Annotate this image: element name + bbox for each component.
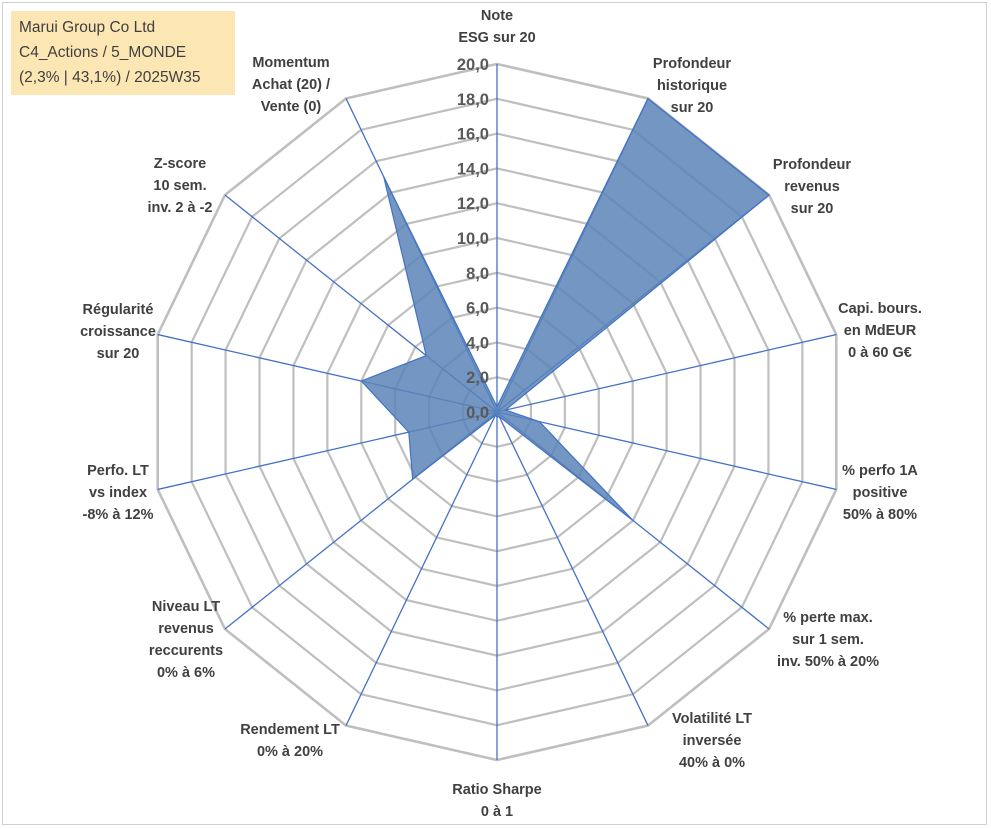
axis-label-line: Niveau LT bbox=[152, 599, 220, 615]
tick-label: 14,0 bbox=[457, 160, 489, 178]
axis-label: Volatilité LT inversée 40% à 0% bbox=[672, 711, 752, 771]
axis-label: Z-score 10 sem. inv. 2 à -2 bbox=[147, 156, 212, 216]
axis-label-line: croissance bbox=[80, 324, 156, 340]
axis-label: Capi. bours. en MdEUR 0 à 60 G€ bbox=[838, 301, 922, 361]
series-area bbox=[360, 97, 770, 522]
axis-label-line: Achat (20) / bbox=[252, 77, 330, 93]
tick-label: 8,0 bbox=[466, 265, 489, 283]
axis-label-line: % perfo 1A bbox=[842, 463, 918, 479]
axis-label: Momentum Achat (20) / Vente (0) bbox=[252, 55, 330, 115]
axis-label-line: 0 à 1 bbox=[481, 804, 513, 820]
axis-label-line: sur 20 bbox=[671, 100, 714, 116]
tick-label: 16,0 bbox=[457, 126, 489, 144]
axis-label-line: 0% à 6% bbox=[157, 665, 215, 681]
axis-label-line: Momentum bbox=[252, 55, 329, 71]
radar-series bbox=[360, 97, 770, 522]
axis-label: Profondeur revenus sur 20 bbox=[773, 157, 851, 217]
tick-label: 12,0 bbox=[457, 195, 489, 213]
axis-label-line: 0% à 20% bbox=[257, 744, 323, 760]
axis-label: Ratio Sharpe 0 à 1 bbox=[452, 782, 541, 820]
axis-label-line: inv. 2 à -2 bbox=[147, 200, 212, 216]
tick-label: 0,0 bbox=[466, 404, 489, 422]
axis-label-line: Rendement LT bbox=[240, 722, 340, 738]
axis-label-line: sur 20 bbox=[791, 201, 834, 217]
info-performance: (2,3% | 43,1%) / 2025W35 bbox=[19, 69, 201, 86]
axis-label: Niveau LT revenus reccurents 0% à 6% bbox=[149, 599, 223, 681]
info-company-name: Marui Group Co Ltd bbox=[19, 19, 156, 36]
axis-label: % perfo 1A positive 50% à 80% bbox=[842, 463, 918, 523]
axis-label-line: revenus bbox=[158, 621, 214, 637]
axis-label-line: -8% à 12% bbox=[83, 507, 154, 523]
radar-tick-labels: 0,0 2,0 4,0 6,0 8,0 10,0 12,0 14,0 16,0 18,0 20,0 bbox=[457, 56, 489, 422]
radar-axis-labels: Note ESG sur 20 Profondeur historique sur 20… bbox=[80, 8, 922, 820]
axis-label-line: Z-score bbox=[154, 156, 206, 172]
axis-label: Rendement LT 0% à 20% bbox=[240, 722, 340, 760]
axis-label-line: 50% à 80% bbox=[843, 507, 917, 523]
axis-label-line: 0 à 60 G€ bbox=[848, 345, 912, 361]
tick-label: 10,0 bbox=[457, 230, 489, 248]
tick-label: 18,0 bbox=[457, 91, 489, 109]
axis-label-line: reccurents bbox=[149, 643, 223, 659]
axis-label-line: Profondeur bbox=[653, 56, 731, 72]
tick-label: 2,0 bbox=[466, 369, 489, 387]
axis-label-line: 40% à 0% bbox=[679, 755, 745, 771]
axis-label-line: Vente (0) bbox=[261, 99, 322, 115]
info-box: Marui Group Co Ltd C4_Actions / 5_MONDE … bbox=[11, 11, 235, 95]
axis-label-line: vs index bbox=[89, 485, 147, 501]
tick-label: 20,0 bbox=[457, 56, 489, 74]
axis-label: % perte max. sur 1 sem. inv. 50% à 20% bbox=[777, 610, 879, 670]
axis-label-line: positive bbox=[853, 485, 908, 501]
axis-label-line: Profondeur bbox=[773, 157, 851, 173]
axis-label-line: Perfo. LT bbox=[87, 463, 149, 479]
tick-label: 4,0 bbox=[466, 334, 489, 352]
axis-label-line: revenus bbox=[784, 179, 840, 195]
axis-label-line: inv. 50% à 20% bbox=[777, 654, 879, 670]
axis-label-line: ESG sur 20 bbox=[458, 30, 535, 46]
axis-label-line: inversée bbox=[683, 733, 742, 749]
axis-spoke bbox=[345, 411, 498, 726]
axis-label-line: en MdEUR bbox=[844, 323, 917, 339]
axis-label: Note ESG sur 20 bbox=[458, 8, 535, 46]
axis-label-line: historique bbox=[657, 78, 727, 94]
axis-label-line: Note bbox=[481, 8, 513, 24]
axis-label-line: sur 20 bbox=[97, 346, 140, 362]
axis-label-line: Volatilité LT bbox=[672, 711, 752, 727]
axis-label: Profondeur historique sur 20 bbox=[653, 56, 731, 116]
axis-spoke bbox=[496, 411, 837, 491]
axis-label-line: sur 1 sem. bbox=[792, 632, 864, 648]
axis-label-line: 10 sem. bbox=[153, 178, 206, 194]
axis-label-line: Capi. bours. bbox=[838, 301, 922, 317]
info-category: C4_Actions / 5_MONDE bbox=[19, 44, 187, 61]
axis-spoke bbox=[496, 411, 649, 726]
axis-spoke bbox=[496, 333, 837, 413]
axis-label-line: Régularité bbox=[83, 302, 154, 318]
tick-label: 6,0 bbox=[466, 300, 489, 318]
axis-label: Perfo. LT vs index -8% à 12% bbox=[83, 463, 154, 523]
axis-label: Régularité croissance sur 20 bbox=[80, 302, 156, 362]
axis-label-line: Ratio Sharpe bbox=[452, 782, 541, 798]
axis-label-line: % perte max. bbox=[783, 610, 872, 626]
